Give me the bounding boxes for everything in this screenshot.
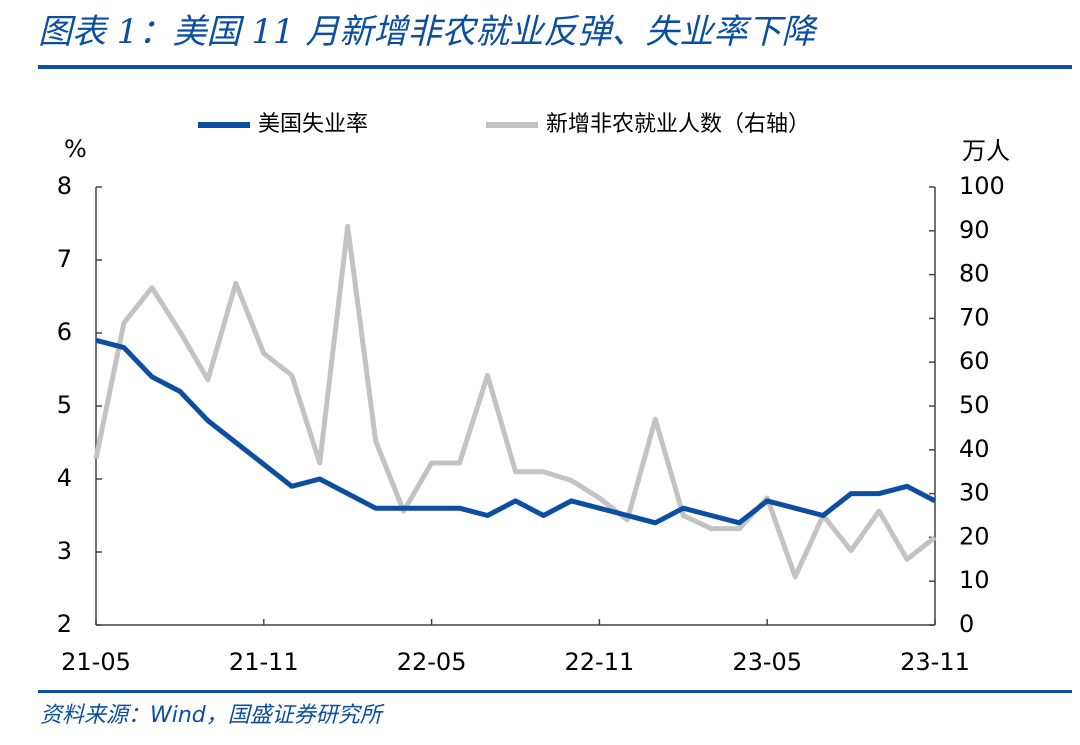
y-tick-label: 6	[57, 318, 72, 346]
y-unit: %	[64, 135, 87, 163]
title-rule	[38, 65, 1072, 69]
y2-tick-label: 70	[959, 303, 990, 331]
source: 资料来源：Wind，国盛证券研究所	[40, 703, 385, 728]
x-tick-label: 21-11	[229, 648, 299, 676]
y-tick-label: 7	[57, 245, 72, 273]
y-tick-label: 8	[57, 172, 72, 200]
y2-tick-label: 60	[959, 347, 990, 375]
y2-unit: 万人	[962, 137, 1010, 165]
y2-tick-label: 40	[959, 435, 990, 463]
y2-tick-label: 30	[959, 479, 990, 507]
chart-title: 图表 1：美国 11 月新增非农就业反弹、失业率下降	[38, 12, 818, 52]
y2-tick-label: 0	[959, 610, 974, 638]
x-tick-label: 23-11	[900, 648, 970, 676]
legend-label: 新增非农就业人数（右轴）	[546, 112, 810, 137]
y2-tick-label: 90	[959, 216, 990, 244]
source-rule	[38, 690, 1072, 693]
y-tick-label: 2	[57, 610, 72, 638]
series-line	[93, 223, 937, 580]
legend-label: 美国失业率	[258, 112, 368, 137]
series-line	[95, 337, 937, 526]
y-tick-label: 3	[57, 537, 72, 565]
y2-tick-label: 20	[959, 522, 990, 550]
y2-tick-label: 10	[959, 566, 990, 594]
y-tick-label: 5	[57, 391, 72, 419]
x-tick-label: 23-05	[732, 648, 802, 676]
y-tick-label: 4	[57, 464, 72, 492]
x-tick-label: 21-05	[61, 648, 131, 676]
y2-tick-label: 80	[959, 260, 990, 288]
x-tick-label: 22-11	[565, 648, 635, 676]
y2-tick-label: 100	[959, 172, 1005, 200]
y2-tick-label: 50	[959, 391, 990, 419]
x-tick-label: 22-05	[397, 648, 467, 676]
